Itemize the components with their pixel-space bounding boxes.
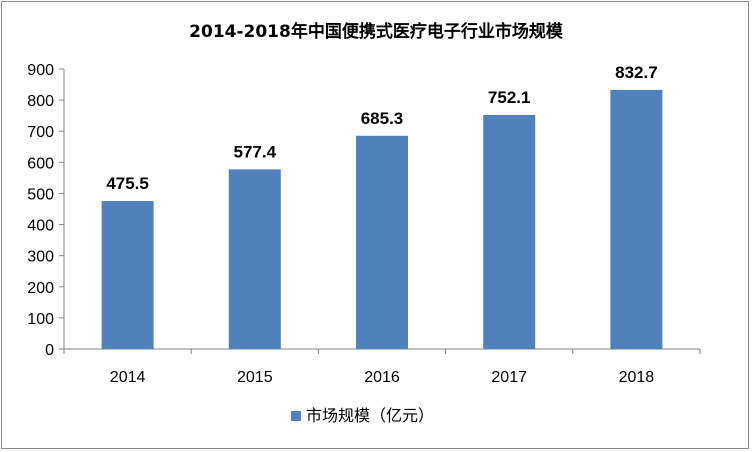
y-tick-label: 100 — [27, 311, 54, 328]
bar-2016 — [356, 135, 408, 349]
legend: 市场规模（亿元） — [291, 406, 434, 425]
data-label-2015: 577.4 — [234, 142, 277, 161]
y-tick-label: 800 — [27, 93, 54, 110]
legend-label: 市场规模（亿元） — [306, 406, 434, 425]
y-tick-label: 400 — [27, 218, 54, 235]
data-label-2016: 685.3 — [361, 109, 404, 128]
bar-2015 — [228, 169, 281, 349]
bar-2017 — [483, 115, 536, 349]
bar-2018 — [610, 89, 663, 349]
data-labels: 475.5 577.4 685.3 752.1 832.7 — [106, 63, 657, 193]
y-tick-label: 300 — [27, 249, 54, 266]
legend-swatch — [291, 411, 301, 421]
x-tick-label: 2014 — [110, 369, 146, 386]
x-tick-label: 2016 — [364, 369, 400, 386]
y-tick-label: 600 — [27, 155, 54, 172]
data-label-2018: 832.7 — [615, 63, 658, 82]
x-tick-label: 2018 — [619, 369, 655, 386]
y-tick-label: 700 — [27, 124, 54, 141]
axes: 0 100 200 300 400 500 600 700 800 900 2014 2015 2016… — [27, 62, 701, 386]
y-tick-label: 500 — [27, 186, 54, 203]
data-label-2017: 752.1 — [488, 88, 531, 107]
chart-title: 2014-2018年中国便携式医疗电子行业市场规模 — [189, 21, 564, 42]
y-tick-label: 200 — [27, 280, 54, 297]
x-tick-label: 2015 — [237, 369, 273, 386]
bars — [101, 89, 663, 349]
y-tick-label: 900 — [27, 62, 54, 79]
y-tick-label: 0 — [45, 342, 54, 359]
data-label-2014: 475.5 — [106, 174, 149, 193]
bar-2014 — [101, 201, 154, 349]
x-tick-label: 2017 — [491, 369, 527, 386]
